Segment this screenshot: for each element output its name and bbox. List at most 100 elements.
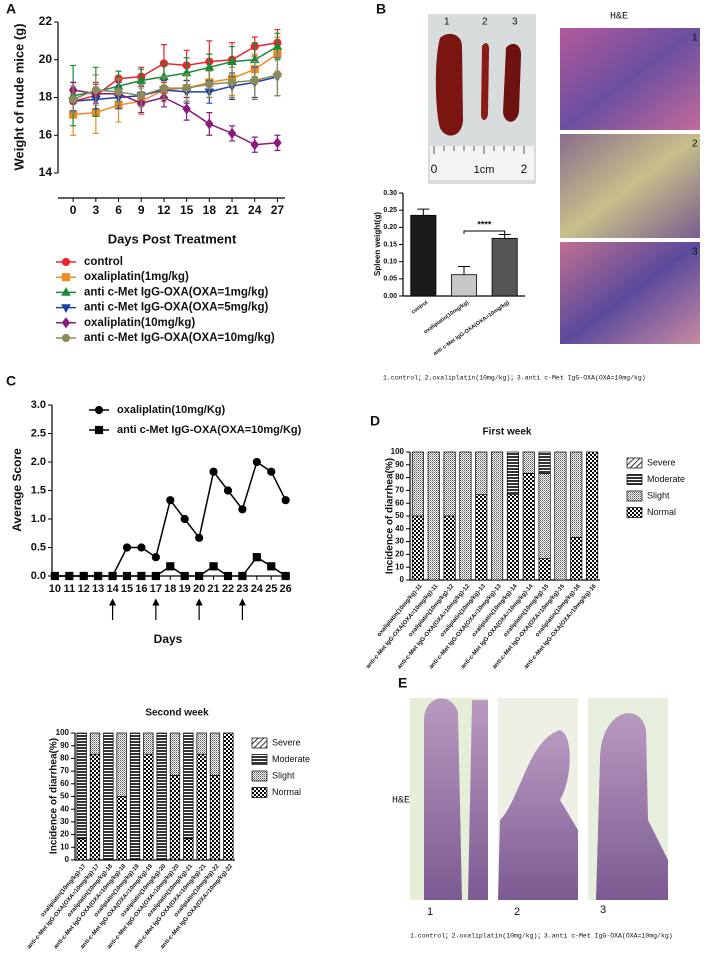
y-axis-title: Spleen weight(g) — [373, 212, 382, 276]
photo-label: 2 — [482, 17, 488, 28]
bar-segment — [169, 732, 181, 776]
marker — [136, 75, 147, 84]
y-tick-label: 0.20 — [383, 224, 397, 231]
chart-title: Second week — [145, 708, 209, 719]
panel-letter: E — [398, 675, 407, 691]
bar — [410, 214, 437, 297]
legend-label: anti c-Met IgG-OXA(OXA=10mg/Kg) — [117, 424, 302, 436]
series-line — [54, 460, 287, 577]
x-tick-label: 16 — [135, 583, 147, 595]
legend-label: Slight — [647, 490, 670, 500]
marker — [137, 571, 146, 581]
legend-swatch — [626, 474, 643, 485]
marker — [227, 78, 237, 87]
legend-label: oxaliplatin(1mg/kg) — [84, 271, 189, 283]
bar-segment — [156, 732, 167, 861]
legend-label: Severe — [647, 457, 676, 467]
marker — [250, 76, 259, 85]
y-tick-label: 70 — [395, 486, 404, 495]
x-tick-label: 13 — [92, 583, 104, 595]
bar-segment — [538, 473, 551, 559]
legend-label: Normal — [647, 507, 676, 517]
marker — [223, 571, 233, 581]
legend-label: Moderate — [272, 754, 310, 764]
y-tick-label: 3.0 — [31, 399, 46, 411]
villus — [498, 730, 578, 900]
x-tick-label: 15 — [180, 203, 194, 217]
bar-segment — [491, 451, 504, 581]
y-axis-title: Incidence of diarrhea(%) — [49, 738, 60, 854]
bar-segment — [196, 753, 207, 861]
y-tick-label: 20 — [39, 52, 53, 66]
y-tick-label: 1.0 — [31, 513, 46, 525]
significance-label: **** — [477, 219, 492, 229]
marker — [227, 56, 237, 66]
bar-segment — [475, 451, 488, 495]
series-line — [73, 53, 278, 116]
series-line — [73, 76, 278, 103]
photo-label: 3 — [512, 17, 518, 28]
marker — [94, 571, 103, 581]
spleen-3 — [503, 43, 522, 122]
y-tick-label: 0.15 — [383, 241, 397, 248]
bar-segment — [475, 494, 488, 581]
bar-segment — [143, 753, 154, 861]
marker — [166, 562, 175, 571]
caption: 1.control；2.oxaliplatin(10mg/kg)；3.anti … — [410, 933, 673, 940]
marker — [182, 83, 191, 93]
panel-letter: B — [376, 1, 386, 17]
bar-segment — [570, 451, 583, 538]
x-tick-label: 12 — [157, 203, 171, 217]
ruler — [430, 146, 534, 180]
legend-swatch — [626, 457, 643, 469]
x-tick-label: 24 — [251, 583, 264, 595]
bar-segment — [223, 732, 234, 861]
y-tick-label: 0.00 — [383, 293, 397, 300]
marker — [61, 287, 71, 296]
bar-segment — [143, 732, 154, 755]
x-tick-label: 23 — [236, 583, 248, 595]
series-line — [72, 42, 278, 103]
marker — [122, 571, 132, 581]
x-tick-label: 24 — [248, 203, 262, 217]
y-tick-label: 100 — [56, 728, 70, 737]
panel-letter: C — [6, 373, 16, 389]
bar — [491, 237, 518, 297]
he-label: H&E — [392, 796, 410, 807]
villus — [424, 698, 462, 900]
x-tick-label: 9 — [138, 203, 145, 217]
marker — [137, 91, 146, 100]
marker — [267, 467, 276, 476]
marker — [122, 543, 132, 552]
x-tick-label: 10 — [49, 583, 61, 595]
villus — [596, 713, 668, 900]
marker — [272, 41, 283, 50]
x-tick-label: 18 — [203, 203, 217, 217]
spleen-2 — [481, 43, 490, 120]
image-label: 2 — [514, 906, 520, 918]
bar — [450, 274, 478, 297]
marker — [151, 571, 160, 581]
marker — [61, 273, 71, 282]
legend-label: control — [84, 256, 123, 268]
y-tick-label: 2.0 — [31, 456, 46, 468]
y-tick-label: 0 — [65, 855, 70, 864]
marker — [61, 317, 71, 329]
marker — [281, 571, 290, 581]
legend-swatch — [251, 737, 268, 749]
x-axis-title: Days Post Treatment — [108, 231, 237, 246]
he-label: 3 — [692, 247, 698, 258]
y-tick-label: 40 — [395, 524, 404, 533]
legend-swatch — [626, 490, 643, 502]
x-tick-label: 3 — [92, 203, 99, 217]
series-line — [73, 45, 278, 97]
y-tick-label: 40 — [60, 804, 69, 813]
ruler-label: 1cm — [474, 164, 495, 176]
bar-segment — [103, 732, 114, 861]
y-tick-label: 0.5 — [31, 541, 46, 553]
x-tick-label: 0 — [70, 203, 77, 217]
marker — [209, 467, 218, 476]
bar-segment — [76, 838, 87, 861]
spleen-1 — [435, 33, 463, 136]
bar-segment — [183, 838, 194, 861]
